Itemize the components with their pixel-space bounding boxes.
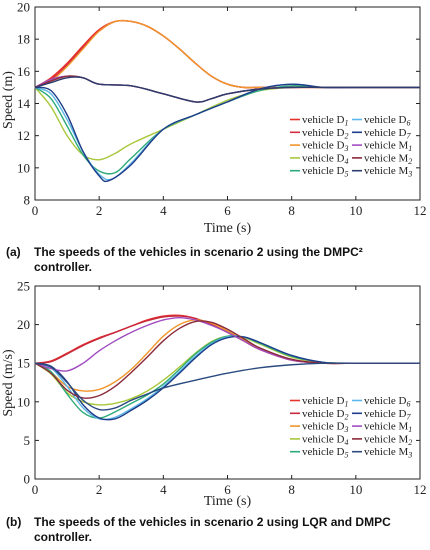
x-tick-label: 6 — [224, 482, 231, 497]
legend-label: vehicle D4 — [302, 433, 348, 447]
y-tick-label: 8 — [24, 193, 31, 208]
caption-b: (b) The speeds of the vehicles in scenari… — [6, 515, 414, 545]
x-axis-label: Time (s) — [204, 221, 252, 236]
legend-subscript: 3 — [343, 144, 348, 153]
legend-subscript: 6 — [406, 400, 410, 409]
y-tick-label: 10 — [17, 394, 30, 409]
x-tick-label: 12 — [414, 203, 427, 218]
legend-label: vehicle D6 — [364, 114, 410, 128]
y-tick-label: 0 — [24, 472, 31, 487]
legend-subscript: 3 — [407, 451, 412, 460]
legend-subscript: 7 — [406, 412, 411, 421]
series-line-vehicle-d4 — [34, 335, 421, 406]
series-line-vehicle-m2 — [34, 75, 420, 103]
legend-subscript: 4 — [344, 157, 348, 166]
y-tick-label: 18 — [17, 32, 30, 47]
series-line-vehicle-d4 — [34, 86, 420, 161]
x-tick-label: 0 — [32, 203, 39, 218]
plot-frame — [34, 285, 421, 480]
caption-b-label: (b) — [6, 515, 22, 529]
legend-subscript: 4 — [344, 438, 348, 447]
legend-subscript: 3 — [407, 170, 412, 179]
legend-subscript: 1 — [344, 400, 348, 409]
y-tick-label: 5 — [24, 433, 31, 448]
legend-label: vehicle D5 — [302, 165, 348, 179]
y-axis-label: Speed (m/s) — [1, 349, 16, 417]
legend-label: vehicle D7 — [364, 408, 411, 422]
y-tick-label: 15 — [17, 356, 30, 371]
legend-label: vehicle M2 — [364, 433, 412, 447]
legend-label: vehicle D1 — [302, 395, 348, 409]
legend-label: vehicle D3 — [302, 421, 348, 435]
x-tick-label: 6 — [224, 203, 231, 218]
y-tick-label: 14 — [17, 96, 31, 111]
y-tick-label: 12 — [17, 128, 30, 143]
legend-subscript: 2 — [408, 438, 412, 447]
caption-b-text: The speeds of the vehicles in scenario 2… — [34, 515, 391, 544]
x-tick-label: 4 — [160, 203, 167, 218]
legend-label: vehicle D7 — [364, 127, 411, 141]
legend-subscript: 1 — [408, 144, 412, 153]
legend-label: vehicle D1 — [302, 114, 348, 128]
x-tick-label: 10 — [349, 203, 362, 218]
legend-subscript: 5 — [344, 451, 348, 460]
x-tick-label: 4 — [160, 482, 167, 497]
legend-label: vehicle D2 — [302, 127, 348, 141]
legend-subscript: 3 — [343, 425, 348, 434]
legend-label: vehicle M2 — [364, 152, 412, 166]
legend-subscript: 6 — [406, 119, 410, 128]
y-axis-label: Speed (m) — [1, 71, 16, 129]
x-tick-label: 10 — [349, 482, 362, 497]
series-line-vehicle-m3 — [34, 362, 420, 411]
legend-label: vehicle M3 — [364, 446, 412, 460]
legend-label: vehicle M3 — [364, 165, 412, 179]
legend-label: vehicle D2 — [302, 408, 348, 422]
legend-label: vehicle D6 — [364, 395, 410, 409]
caption-a-label: (a) — [6, 245, 21, 259]
series-line-vehicle-d2 — [34, 19, 420, 89]
series-line-vehicle-d5 — [34, 335, 421, 419]
legend-label: vehicle M1 — [364, 421, 412, 435]
caption-a-text: The speeds of the vehicles in scenario 2… — [34, 245, 363, 274]
legend-subscript: 1 — [408, 425, 412, 434]
legend-subscript: 2 — [344, 412, 348, 421]
legend-subscript: 2 — [408, 157, 412, 166]
y-tick-label: 10 — [17, 160, 30, 175]
x-tick-label: 8 — [288, 203, 295, 218]
series-line-vehicle-d1 — [34, 19, 420, 89]
x-tick-label: 2 — [96, 482, 103, 497]
legend-label: vehicle M1 — [364, 140, 412, 154]
y-tick-label: 25 — [17, 279, 30, 294]
series-line-vehicle-d7 — [34, 335, 421, 421]
legend-label: vehicle D5 — [302, 446, 348, 460]
series-line-vehicle-m1 — [34, 75, 420, 103]
legend-subscript: 1 — [344, 119, 348, 128]
legend-subscript: 7 — [406, 131, 411, 140]
y-tick-label: 20 — [17, 317, 30, 332]
x-tick-label: 12 — [414, 482, 427, 497]
y-tick-label: 16 — [17, 64, 31, 79]
y-tick-label: 20 — [17, 0, 30, 15]
series-line-vehicle-m1 — [34, 316, 420, 372]
series-line-vehicle-d5 — [34, 85, 420, 175]
legend-label: vehicle D3 — [302, 140, 348, 154]
x-tick-label: 8 — [288, 482, 295, 497]
x-tick-label: 0 — [32, 482, 39, 497]
legend-subscript: 2 — [344, 131, 348, 140]
x-tick-label: 2 — [96, 203, 103, 218]
series-line-vehicle-m2 — [34, 320, 420, 399]
series-line-vehicle-d7 — [34, 83, 420, 183]
x-axis-label: Time (s) — [204, 494, 252, 509]
legend-subscript: 5 — [344, 170, 348, 179]
caption-a: (a) The speeds of the vehicles in scenari… — [6, 245, 414, 275]
legend-label: vehicle D4 — [302, 152, 348, 166]
series-line-vehicle-d3 — [34, 19, 420, 89]
series-line-vehicle-m3 — [34, 76, 420, 103]
